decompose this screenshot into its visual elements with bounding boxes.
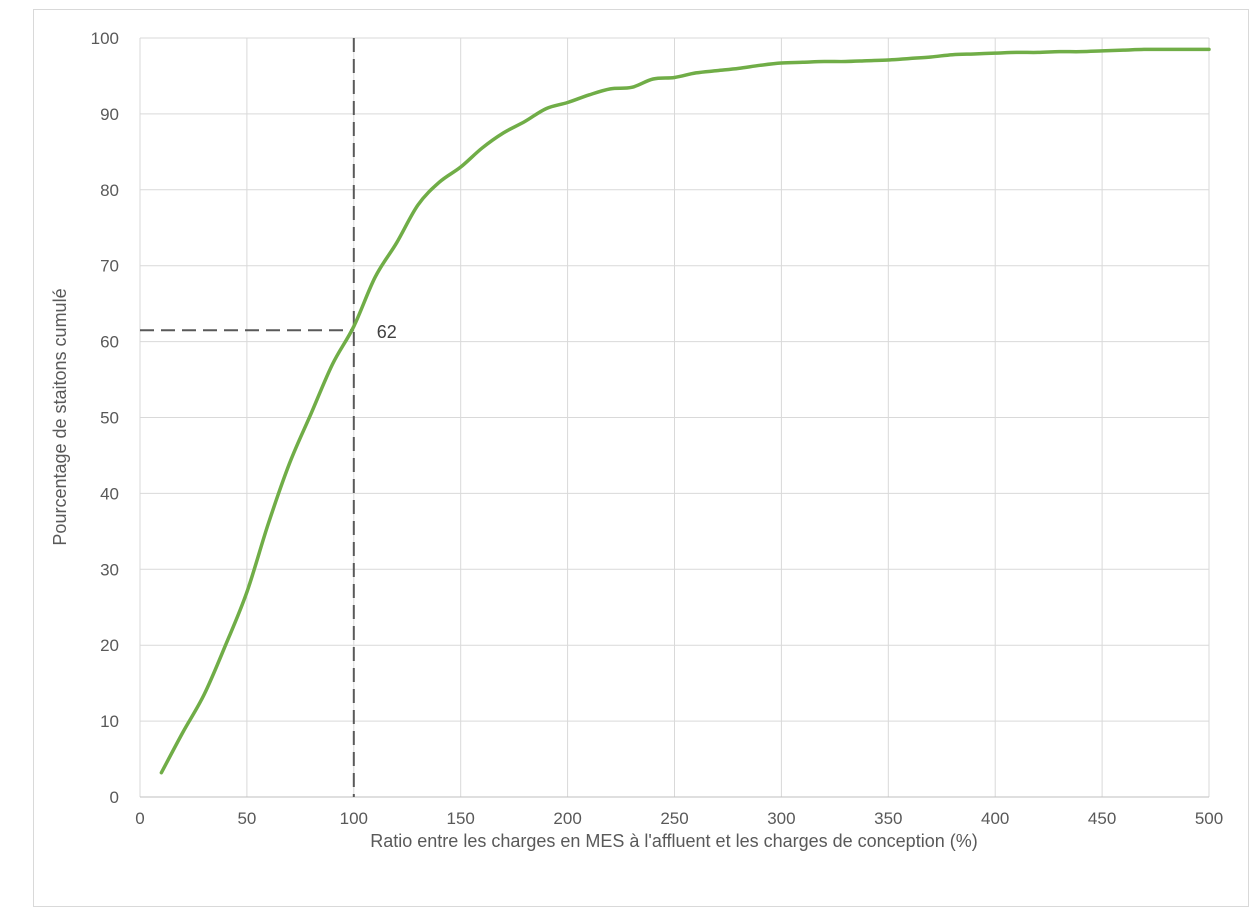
y-tick-label-10: 100	[91, 29, 119, 48]
tick-labels: 0 50 100 150 200 250 300 350 400 450 500 0 10 20 30 40 5…	[91, 29, 1224, 828]
y-tick-label-9: 90	[100, 105, 119, 124]
x-tick-label-4: 200	[553, 809, 581, 828]
y-tick-label-2: 20	[100, 636, 119, 655]
y-tick-label-6: 60	[100, 333, 119, 352]
series-line-0	[159, 47, 1211, 775]
y-tick-label-7: 70	[100, 257, 119, 276]
x-tick-label-1: 50	[237, 809, 256, 828]
x-tick-label-6: 300	[767, 809, 795, 828]
x-tick-label-7: 350	[874, 809, 902, 828]
series-layer	[159, 47, 1211, 775]
y-tick-label-5: 50	[100, 409, 119, 428]
y-axis-title: Pourcentage de staitons cumulé	[50, 288, 70, 545]
gridlines	[139, 37, 1210, 797]
chart-frame	[33, 9, 1249, 907]
x-tick-label-3: 150	[447, 809, 475, 828]
y-tick-label-0: 0	[110, 788, 119, 807]
x-tick-label-9: 450	[1088, 809, 1116, 828]
reference-point-label: 62	[377, 322, 397, 342]
y-tick-label-8: 80	[100, 181, 119, 200]
x-tick-label-10: 500	[1195, 809, 1223, 828]
y-tick-label-1: 10	[100, 712, 119, 731]
x-tick-label-5: 250	[660, 809, 688, 828]
y-tick-label-4: 40	[100, 484, 119, 503]
y-tick-label-3: 30	[100, 560, 119, 579]
x-tick-label-2: 100	[340, 809, 368, 828]
x-axis-title: Ratio entre les charges en MES à l'afflu…	[370, 831, 977, 851]
x-tick-label-8: 400	[981, 809, 1009, 828]
reference-lines	[140, 38, 355, 797]
x-tick-label-0: 0	[135, 809, 144, 828]
